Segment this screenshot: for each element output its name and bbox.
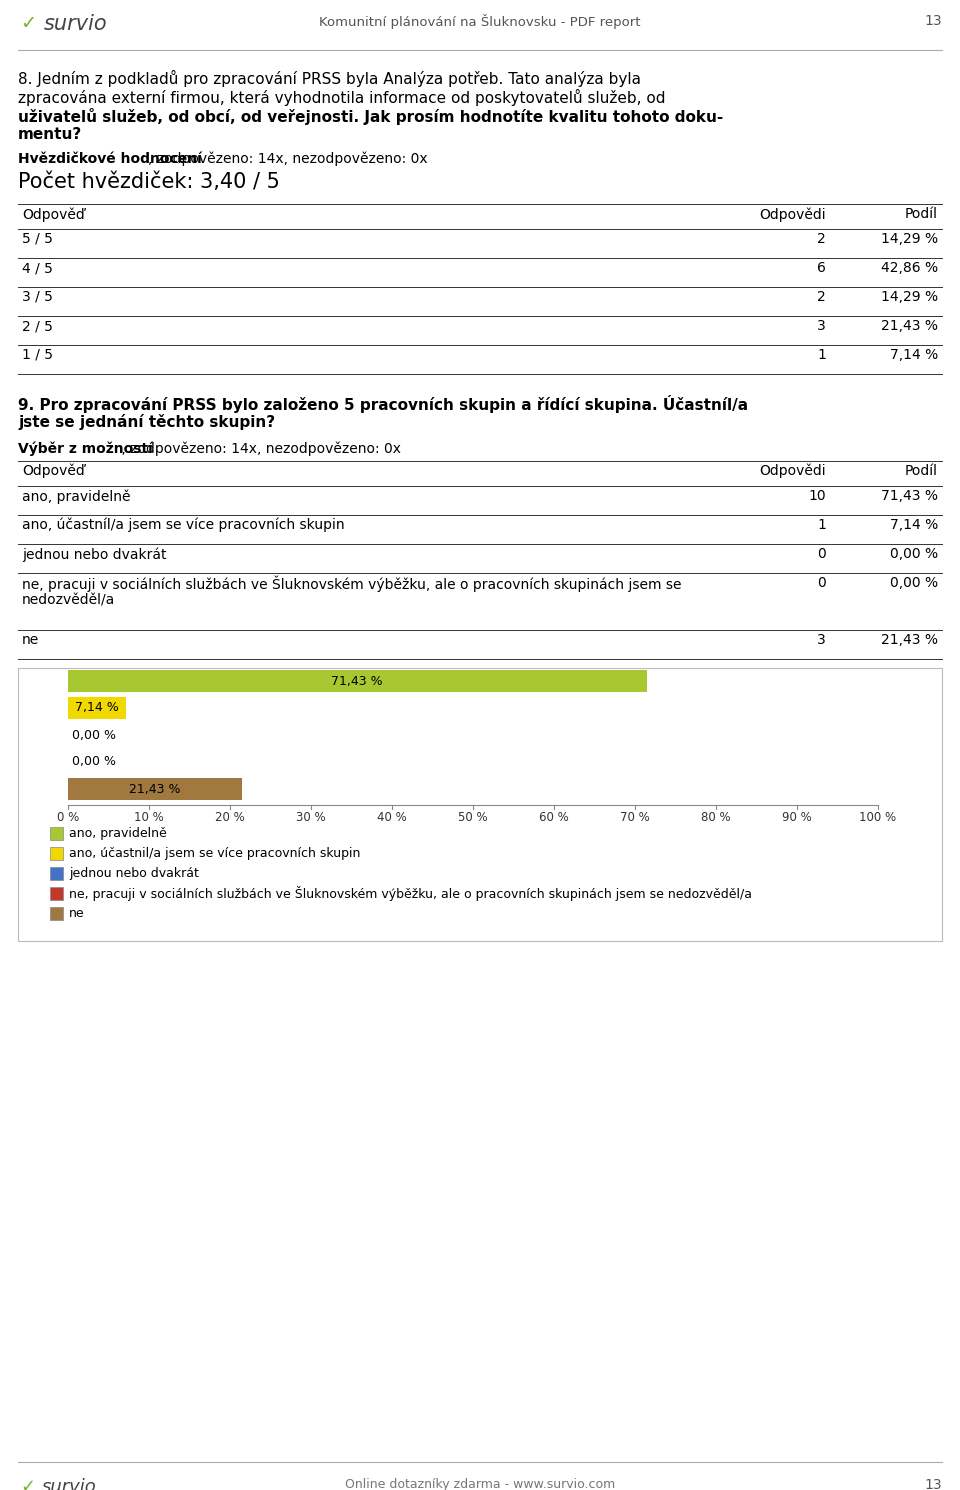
Text: 7,14 %: 7,14 %: [75, 702, 119, 715]
Text: 13: 13: [924, 13, 942, 28]
Text: 0: 0: [817, 577, 826, 590]
Text: Počet hvězdiček: 3,40 / 5: Počet hvězdiček: 3,40 / 5: [18, 171, 280, 192]
Text: jednou nebo dvakrát: jednou nebo dvakrát: [22, 547, 166, 562]
Text: 30 %: 30 %: [297, 811, 325, 824]
FancyBboxPatch shape: [50, 827, 63, 840]
Text: ano, pravidelně: ano, pravidelně: [69, 827, 167, 840]
Text: nedozvěděl/a: nedozvěděl/a: [22, 593, 115, 606]
FancyBboxPatch shape: [50, 887, 63, 900]
Text: survio: survio: [42, 1478, 97, 1490]
Text: 14,29 %: 14,29 %: [881, 232, 938, 246]
Text: 40 %: 40 %: [377, 811, 407, 824]
Text: 5 / 5: 5 / 5: [22, 232, 53, 246]
Text: 100 %: 100 %: [859, 811, 897, 824]
FancyBboxPatch shape: [50, 907, 63, 919]
Text: ✓: ✓: [20, 1478, 36, 1490]
Text: Podíl: Podíl: [905, 463, 938, 478]
Text: 7,14 %: 7,14 %: [890, 519, 938, 532]
Text: ne: ne: [69, 907, 84, 919]
Text: 42,86 %: 42,86 %: [881, 261, 938, 276]
FancyBboxPatch shape: [68, 778, 242, 800]
Text: 21,43 %: 21,43 %: [129, 782, 180, 796]
Text: , zodpovězeno: 14x, nezodpovězeno: 0x: , zodpovězeno: 14x, nezodpovězeno: 0x: [117, 441, 401, 456]
Text: Komunitní plánování na Šluknovsku - PDF report: Komunitní plánování na Šluknovsku - PDF …: [320, 13, 640, 28]
Text: 0,00 %: 0,00 %: [890, 547, 938, 562]
Text: 2: 2: [817, 291, 826, 304]
Text: ✓: ✓: [20, 13, 36, 33]
Text: Podíl: Podíl: [905, 207, 938, 221]
Text: Odpovědi: Odpovědi: [759, 463, 826, 478]
Text: Online dotazníky zdarma - www.survio.com: Online dotazníky zdarma - www.survio.com: [345, 1478, 615, 1490]
Text: Odpovědi: Odpovědi: [759, 207, 826, 222]
Text: 1 / 5: 1 / 5: [22, 349, 53, 362]
Text: 71,43 %: 71,43 %: [881, 489, 938, 504]
FancyBboxPatch shape: [68, 670, 647, 691]
Text: 70 %: 70 %: [620, 811, 650, 824]
FancyBboxPatch shape: [50, 867, 63, 881]
Text: 21,43 %: 21,43 %: [881, 633, 938, 647]
Text: 3: 3: [817, 633, 826, 647]
Text: , zodpovězeno: 14x, nezodpovězeno: 0x: , zodpovězeno: 14x, nezodpovězeno: 0x: [148, 152, 428, 167]
Text: 21,43 %: 21,43 %: [881, 319, 938, 332]
Text: 3 / 5: 3 / 5: [22, 291, 53, 304]
Text: 2 / 5: 2 / 5: [22, 319, 53, 332]
Text: 6: 6: [817, 261, 826, 276]
Text: 0,00 %: 0,00 %: [890, 577, 938, 590]
Text: 0,00 %: 0,00 %: [72, 729, 116, 742]
Text: 60 %: 60 %: [540, 811, 569, 824]
Text: 9. Pro zpracování PRSS bylo založeno 5 pracovních skupin a řídící skupina. Účast: 9. Pro zpracování PRSS bylo založeno 5 p…: [18, 395, 748, 413]
Text: jednou nebo dvakrát: jednou nebo dvakrát: [69, 867, 199, 881]
Text: ne: ne: [22, 633, 39, 647]
Text: 90 %: 90 %: [782, 811, 812, 824]
Text: 2: 2: [817, 232, 826, 246]
Text: ano, účastníl/a jsem se více pracovních skupin: ano, účastníl/a jsem se více pracovních …: [22, 519, 345, 532]
FancyBboxPatch shape: [50, 846, 63, 860]
Text: 50 %: 50 %: [458, 811, 488, 824]
FancyBboxPatch shape: [68, 697, 126, 720]
Text: uživatelů služeb, od obcí, od veřejnosti. Jak prosím hodnotíte kvalitu tohoto do: uživatelů služeb, od obcí, od veřejnosti…: [18, 107, 723, 125]
Text: zpracována externí firmou, která vyhodnotila informace od poskytovatelů služeb, : zpracována externí firmou, která vyhodno…: [18, 89, 665, 106]
Text: 10: 10: [808, 489, 826, 504]
Text: 13: 13: [924, 1478, 942, 1490]
Text: Odpověď: Odpověď: [22, 207, 84, 222]
Text: 4 / 5: 4 / 5: [22, 261, 53, 276]
Text: jste se jednání těchto skupin?: jste se jednání těchto skupin?: [18, 414, 276, 431]
Text: 10 %: 10 %: [134, 811, 164, 824]
Text: ano, účastnil/a jsem se více pracovních skupin: ano, účastnil/a jsem se více pracovních …: [69, 846, 360, 860]
Text: 71,43 %: 71,43 %: [331, 675, 383, 687]
Text: 0: 0: [817, 547, 826, 562]
Text: 0,00 %: 0,00 %: [72, 755, 116, 769]
Text: 1: 1: [817, 349, 826, 362]
Text: 8. Jedním z podkladů pro zpracování PRSS byla Analýza potřeb. Tato analýza byla: 8. Jedním z podkladů pro zpracování PRSS…: [18, 70, 641, 86]
Text: ne, pracuji v sociálních službách ve Šluknovském výběžku, ale o pracovních skupi: ne, pracuji v sociálních službách ve Šlu…: [69, 887, 752, 901]
Text: 3: 3: [817, 319, 826, 332]
Text: mentu?: mentu?: [18, 127, 83, 142]
Text: Odpověď: Odpověď: [22, 463, 84, 478]
Text: 0 %: 0 %: [57, 811, 79, 824]
Text: Hvězdičkové hodnocení: Hvězdičkové hodnocení: [18, 152, 202, 165]
Text: ne, pracuji v sociálních službách ve Šluknovském výběžku, ale o pracovních skupi: ne, pracuji v sociálních službách ve Šlu…: [22, 577, 682, 593]
Text: 80 %: 80 %: [701, 811, 731, 824]
Text: 1: 1: [817, 519, 826, 532]
Text: ano, pravidelně: ano, pravidelně: [22, 489, 131, 504]
Text: 7,14 %: 7,14 %: [890, 349, 938, 362]
Text: 20 %: 20 %: [215, 811, 245, 824]
Text: survio: survio: [44, 13, 108, 34]
Text: Výběr z možností: Výběr z možností: [18, 441, 153, 456]
Text: 14,29 %: 14,29 %: [881, 291, 938, 304]
